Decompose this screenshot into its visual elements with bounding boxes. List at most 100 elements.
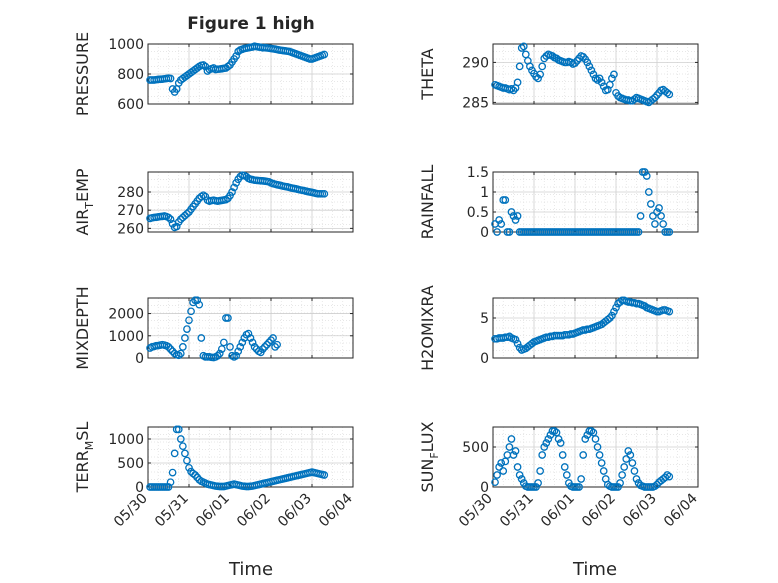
sun-flux-point (495, 463, 503, 471)
sun-flux-point (505, 443, 514, 451)
rainfall-point (653, 208, 661, 216)
sun-flux-point (534, 479, 542, 487)
sun-flux-point (493, 471, 501, 479)
theta-point (665, 90, 674, 99)
pressure-point (166, 74, 175, 83)
theta-y-tick-label: 285 (462, 95, 489, 111)
terr-msl-point (179, 442, 187, 451)
rainfall-y-tick-label: 0 (480, 225, 489, 241)
mixdepth-point (166, 345, 175, 353)
pressure-point (320, 50, 329, 59)
chart-pressure: 600 800 1000 PRESSURE (73, 32, 354, 116)
mixdepth-point (193, 296, 202, 305)
sun-flux-point (599, 467, 608, 475)
theta-point (515, 62, 524, 71)
rainfall-point (655, 204, 663, 212)
theta-point (513, 78, 522, 87)
mixdepth-point (246, 334, 255, 342)
rainfall-point (646, 200, 655, 208)
sun-flux-point (632, 475, 641, 483)
h2omixra-series (491, 296, 674, 354)
h2omixra-point (610, 307, 618, 316)
sun-flux-point (579, 451, 588, 459)
mixdepth-y-tick-label: 2000 (108, 307, 144, 323)
sun-flux-series (491, 427, 674, 491)
mixdepth-point (183, 325, 191, 333)
rainfall-point (634, 228, 643, 236)
rainfall-point (649, 212, 657, 220)
sun-flux-point (513, 463, 522, 471)
mixdepth-point (164, 343, 173, 351)
sun-flux-point (532, 483, 540, 491)
h2omixra-axes-box (492, 297, 699, 359)
pressure-point (224, 62, 232, 71)
sun-flux-point (544, 435, 553, 443)
mixdepth-point (185, 316, 193, 325)
chart-theta: 285 290 THETA (418, 42, 699, 111)
terr-msl-y-tick-label: 1000 (108, 432, 144, 448)
sun-flux-point (562, 471, 571, 479)
air-temp-point (164, 213, 173, 222)
sun-flux-point (542, 439, 551, 447)
mixdepth-axes-box (147, 297, 354, 359)
sun-flux-point (587, 427, 596, 435)
air-temp-point (172, 222, 181, 231)
h2omixra-point (511, 335, 520, 344)
mixdepth-point (234, 347, 243, 356)
sun-flux-axes-box (492, 426, 699, 488)
rainfall-point (642, 172, 651, 180)
sun-flux-point (511, 447, 520, 455)
sun-flux-y-tick-label: 500 (462, 440, 489, 456)
mixdepth-point (236, 343, 245, 351)
air-temp-series (146, 171, 329, 232)
pressure-y-tick-label: 600 (117, 97, 144, 113)
mixdepth-point (174, 351, 183, 360)
pressure-y-tick-label: 800 (117, 67, 144, 83)
rainfall-point (665, 228, 674, 236)
h2omixra-point (505, 332, 514, 341)
terr-msl-series (146, 425, 329, 491)
sun-flux-point (560, 463, 569, 471)
sun-flux-point (515, 471, 524, 479)
mixdepth-point (195, 300, 204, 309)
sun-flux-point (550, 427, 559, 435)
theta-axes-box (492, 43, 699, 105)
chart-air-temp: 260 270 280 AIRTEMP (73, 168, 354, 237)
theta-point (593, 76, 602, 84)
theta-point (534, 74, 542, 83)
terr-msl-point (164, 483, 173, 491)
sun-flux-point (499, 467, 508, 475)
rainfall-series (491, 168, 674, 236)
sun-flux-point (597, 459, 606, 467)
terr-msl-point (170, 449, 179, 458)
terr-msl-y-tick-label: 500 (117, 456, 144, 472)
x-axis-label-right: Time (572, 559, 617, 580)
sun-flux-point (538, 451, 547, 459)
mixdepth-point (269, 334, 277, 342)
rainfall-y-tick-label: 0.5 (467, 205, 489, 221)
sun-flux-point (591, 435, 600, 443)
sun-flux-point (595, 451, 604, 459)
mixdepth-point (250, 343, 259, 351)
sun-flux-point (628, 459, 637, 467)
rainfall-point (636, 212, 645, 220)
mixdepth-point (226, 343, 234, 351)
h2omixra-point (612, 303, 620, 312)
h2omixra-y-tick-label: 5 (480, 311, 489, 327)
mixdepth-y-tick-label: 0 (135, 351, 144, 367)
air-temp-point (183, 209, 191, 218)
theta-point (608, 74, 616, 83)
air-temp-point (230, 183, 238, 192)
rainfall-minor-grid (492, 172, 699, 232)
theta-point (587, 66, 596, 75)
terr-msl-y-axis-label: TERRMSL (73, 422, 96, 494)
theta-point (585, 62, 594, 71)
sun-flux-point (507, 435, 516, 443)
theta-minor-grid (492, 44, 699, 104)
mixdepth-point (258, 345, 267, 353)
sun-flux-point (491, 478, 499, 487)
theta-point (589, 70, 598, 79)
sun-flux-point (614, 483, 622, 491)
h2omixra-point (528, 339, 536, 348)
